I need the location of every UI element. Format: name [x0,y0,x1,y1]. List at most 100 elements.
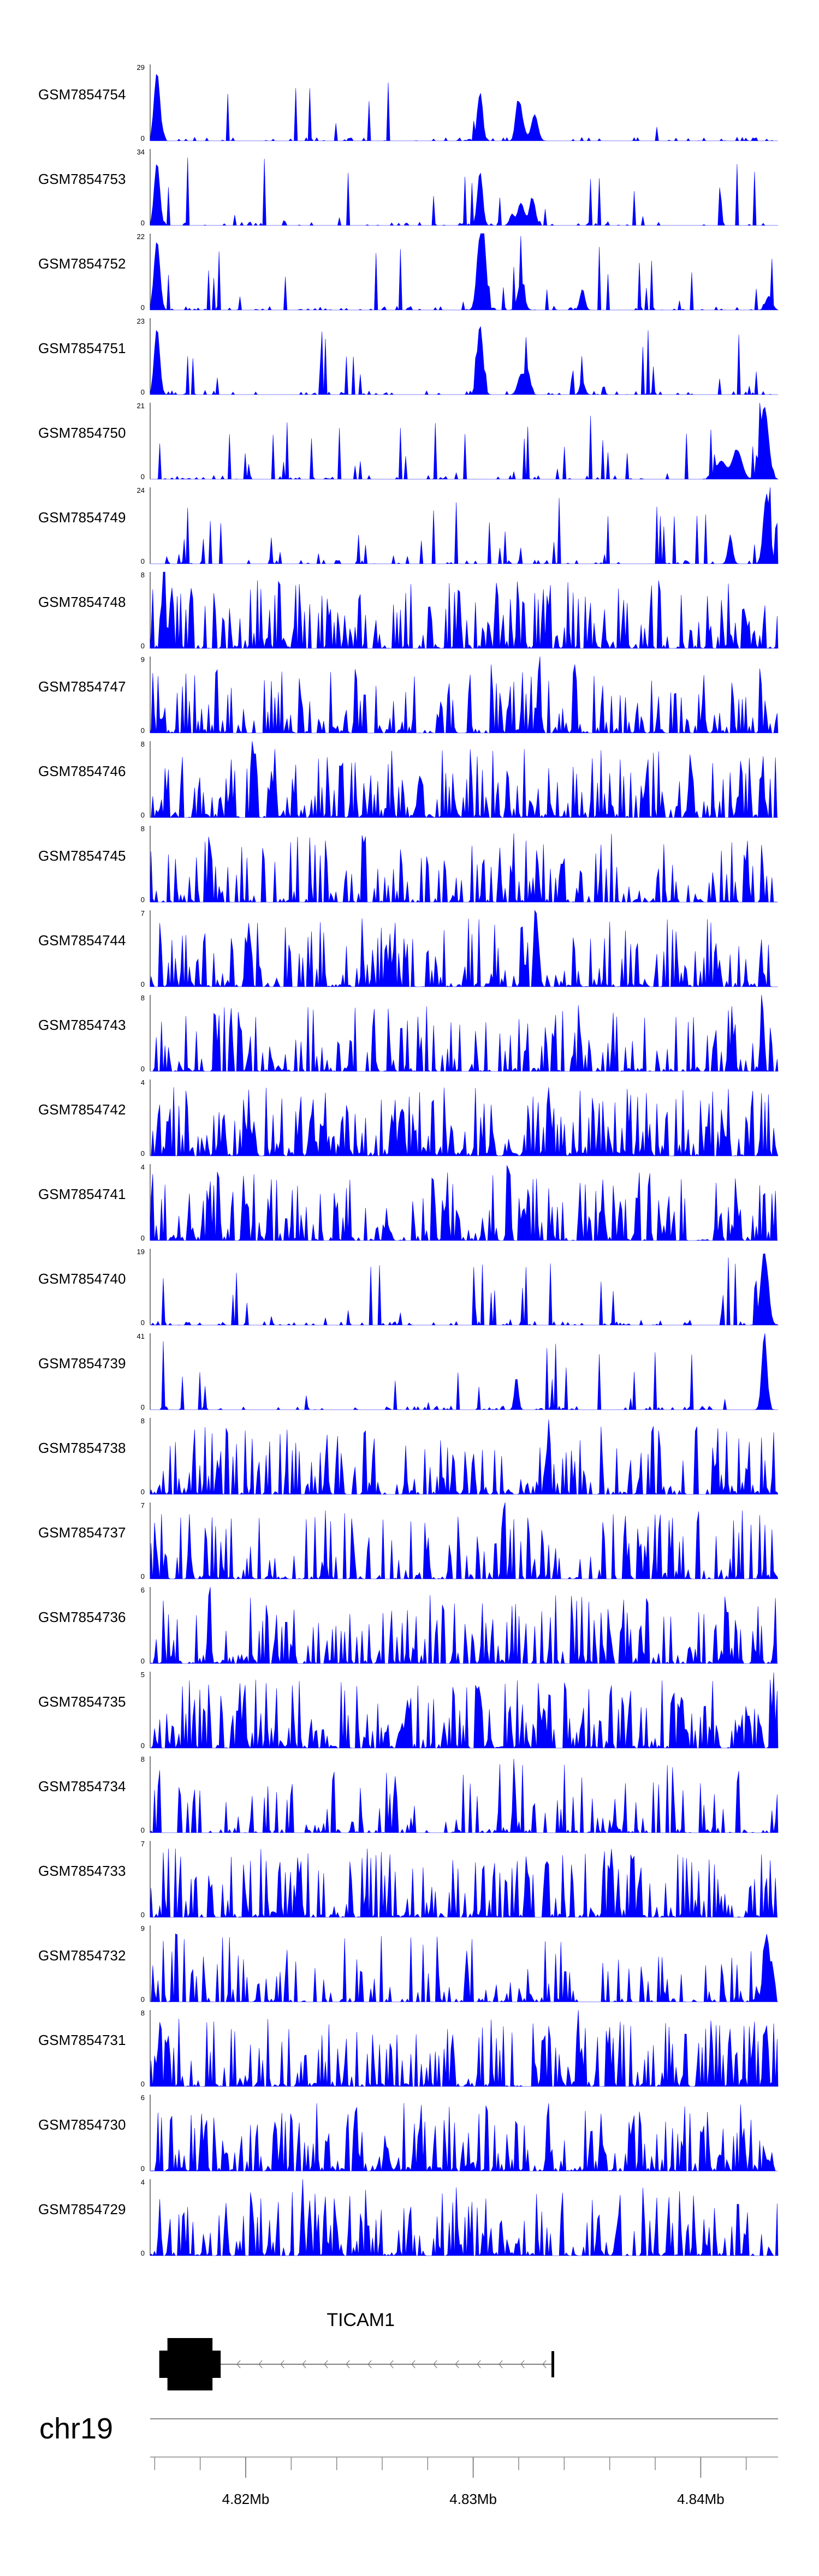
y-max-label: 34 [137,148,145,156]
track-label: GSM7854751 [38,340,126,356]
y-max-label: 22 [137,232,145,241]
y-max-label: 6 [141,2094,145,2102]
coverage-area [150,1253,779,1326]
y-max-label: 19 [137,1248,145,1256]
track-label: GSM7854748 [38,594,126,610]
y-max-label: 24 [137,486,145,494]
coverage-area [150,487,779,565]
gene-name: TICAM1 [327,2310,395,2330]
y-min-label: 0 [141,303,145,312]
y-min-label: 0 [141,388,145,396]
strand-arrow-icon [367,2360,372,2369]
y-max-label: 7 [141,1840,145,1848]
y-min-label: 0 [141,1403,145,1411]
y-min-label: 0 [141,134,145,142]
track-label: GSM7854729 [38,2201,126,2217]
track-label: GSM7854743 [38,1017,126,1033]
coverage-track: GSM7854746 8 0 [38,740,779,819]
y-min-label: 0 [141,557,145,565]
strand-arrow-icon [258,2360,263,2369]
strand-arrow-icon [236,2360,241,2369]
coverage-track: GSM7854745 8 0 [38,825,779,904]
coverage-area [150,2103,778,2172]
track-label: GSM7854739 [38,1355,126,1372]
track-label: GSM7854734 [38,1778,126,1794]
coverage-area [150,233,779,311]
coverage-track: GSM7854739 41 0 [38,1332,778,1411]
coverage-track: GSM7854744 7 0 [38,909,778,988]
chromosome-label: chr19 [39,2412,113,2445]
coverage-track: GSM7854753 34 0 [38,148,778,227]
y-max-label: 7 [141,1501,145,1510]
y-min-label: 0 [141,1149,145,1158]
coverage-track: GSM7854730 6 0 [38,2094,778,2173]
coverage-track: GSM7854754 29 0 [38,63,778,142]
y-min-label: 0 [141,811,145,819]
strand-arrow-icon [346,2360,350,2369]
track-label: GSM7854754 [38,86,126,103]
coverage-track: GSM7854733 7 0 [38,1840,778,1919]
y-max-label: 9 [141,655,145,664]
y-min-label: 0 [141,1572,145,1581]
coverage-area [150,402,779,480]
strand-arrow-icon [477,2360,481,2369]
coverage-track: GSM7854737 7 0 [38,1501,779,1581]
coverage-area [150,1933,779,2003]
strand-arrow-icon [389,2360,394,2369]
y-max-label: 29 [137,63,145,71]
x-tick-label: 4.83Mb [449,2491,497,2507]
coverage-area [149,1587,778,1665]
y-min-label: 0 [141,1234,145,1242]
track-label: GSM7854742 [38,1101,126,1118]
y-min-label: 0 [141,896,145,904]
coverage-track: GSM7854741 4 0 [38,1163,778,1242]
y-min-label: 0 [141,473,145,481]
coverage-tracks: GSM7854754290GSM7854753340GSM7854752220G… [38,63,779,2257]
coverage-area [150,1758,779,1834]
track-label: GSM7854752 [38,255,126,272]
strand-arrow-icon [520,2360,525,2369]
y-min-label: 0 [141,219,145,227]
coverage-area [150,909,778,988]
coverage-track: GSM7854751 23 0 [38,317,778,396]
track-label: GSM7854750 [38,425,126,441]
coverage-track: GSM7854749 24 0 [38,486,779,565]
y-max-label: 8 [141,571,145,579]
coverage-area [150,571,779,649]
coverage-area [150,1420,779,1495]
y-min-label: 0 [141,980,145,988]
y-min-label: 0 [141,2080,145,2088]
track-label: GSM7854741 [38,1186,126,1202]
chromosome-axis: chr19 4.82Mb 4.83Mb 4.84Mb [39,2412,778,2507]
strand-arrow-icon [455,2360,459,2369]
y-max-label: 8 [141,1755,145,1763]
coverage-area [150,157,778,226]
coverage-track: GSM7854747 9 0 [38,655,779,735]
coverage-track: GSM7854743 8 0 [38,994,779,1073]
y-max-label: 23 [137,317,145,325]
coverage-track: GSM7854732 9 0 [38,1924,779,2003]
y-min-label: 0 [141,1488,145,1496]
track-label: GSM7854740 [38,1271,126,1287]
coverage-area [150,1087,779,1156]
y-max-label: 6 [141,1586,145,1594]
y-min-label: 0 [141,1911,145,1919]
y-max-label: 8 [141,2009,145,2017]
coverage-area [150,994,779,1072]
track-label: GSM7854733 [38,1863,126,1879]
track-label: GSM7854735 [38,1694,126,1710]
strand-arrow-icon [411,2360,416,2369]
y-min-label: 0 [141,642,145,650]
y-max-label: 4 [141,1163,145,1171]
y-min-label: 0 [141,1742,145,1750]
track-label: GSM7854744 [38,932,126,949]
strand-arrow-icon [433,2360,437,2369]
strand-arrow-icon [324,2360,328,2369]
coverage-area [150,74,778,142]
coverage-track: GSM7854740 19 0 [38,1248,779,1327]
coverage-area [150,2009,779,2088]
coverage-area [150,833,779,903]
coverage-area [150,1333,778,1411]
track-label: GSM7854749 [38,509,126,526]
